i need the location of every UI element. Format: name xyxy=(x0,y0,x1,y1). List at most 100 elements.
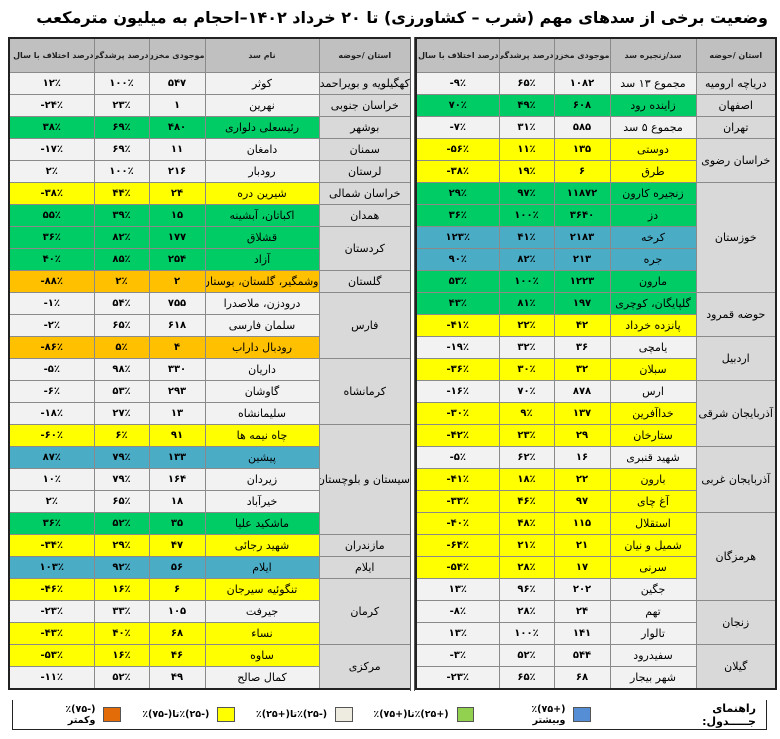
dam-name-cell: طرق xyxy=(609,160,697,183)
fill-percent-cell: ۴۹٪ xyxy=(498,94,555,117)
dam-name-cell: رئیسعلی دلواری xyxy=(204,116,320,139)
fill-percent-cell: ۴۱٪ xyxy=(498,226,555,249)
province-cell: خراسان شمالی xyxy=(318,182,412,205)
table-row: بارون ۲۲ ۱۸٪ -۴۱٪ xyxy=(415,468,776,491)
change-percent-cell: -۹٪ xyxy=(415,72,500,95)
header-change: درصد اختلاف با سال قبل xyxy=(415,37,500,73)
fill-percent-cell: ۵۲٪ xyxy=(498,644,555,667)
storage-cell: ۲۱۳ xyxy=(553,248,611,271)
storage-cell: ۱۰۸۲ xyxy=(553,72,611,95)
storage-cell: ۵۴۷ xyxy=(148,72,206,95)
storage-cell: ۵۶ xyxy=(148,556,206,579)
change-percent-cell: -۲۴٪ xyxy=(8,94,95,117)
dam-name-cell: رودبال داراب xyxy=(204,336,320,359)
province-cell: تهران xyxy=(695,116,777,139)
fill-percent-cell: ۳۱٪ xyxy=(498,116,555,139)
dam-name-cell: رودبار xyxy=(204,160,320,183)
legend-item-gray: (-۲۵)٪تا(+۲۵)٪ xyxy=(256,707,353,722)
change-percent-cell: -۷٪ xyxy=(415,116,500,139)
storage-cell: ۲۱۶ xyxy=(148,160,206,183)
storage-cell: ۲۹ xyxy=(553,424,611,447)
dam-name-cell: آغ چای xyxy=(609,490,697,513)
dam-name-cell: تهم xyxy=(609,600,697,623)
fill-percent-cell: ۱۱٪ xyxy=(498,138,555,161)
change-percent-cell: -۸٪ xyxy=(415,600,500,623)
header-storage: موجودی مخزن xyxy=(553,37,611,73)
dam-name-cell: سرنی xyxy=(609,556,697,579)
change-percent-cell: ۸۷٪ xyxy=(8,446,95,469)
fill-percent-cell: ۶۹٪ xyxy=(93,138,150,161)
fill-percent-cell: ۸۲٪ xyxy=(93,226,150,249)
fill-percent-cell: ۲۷٪ xyxy=(93,402,150,425)
table-row: تالوار ۱۴۱ ۱۰۰٪ ۱۳٪ xyxy=(415,622,776,645)
fill-percent-cell: ۱۸٪ xyxy=(498,468,555,491)
change-percent-cell: -۱۱٪ xyxy=(8,666,95,690)
legend-label: (+۷۵)٪ وبیشتر xyxy=(531,703,566,726)
change-percent-cell: -۵٪ xyxy=(8,358,95,381)
fill-percent-cell: ۹٪ xyxy=(498,402,555,425)
table-row: ستارخان ۲۹ ۲۳٪ -۴۲٪ xyxy=(415,424,776,447)
dam-name-cell: ایلام xyxy=(204,556,320,579)
dam-name-cell: استقلال xyxy=(609,512,697,535)
change-percent-cell: -۸۸٪ xyxy=(8,270,95,293)
dam-name-cell: جره xyxy=(609,248,697,271)
table-row: سیستان و بلوچستان چاه نیمه ها ۹۱ ۶٪ -۶۰٪ xyxy=(8,424,412,535)
fill-percent-cell: ۸۱٪ xyxy=(498,292,555,315)
storage-cell: ۲۰۲ xyxy=(553,578,611,601)
province-cell: کهگیلویه و بویراحمد xyxy=(318,72,412,95)
change-percent-cell: ۱۰۳٪ xyxy=(8,556,95,579)
change-percent-cell: -۳۰٪ xyxy=(415,402,500,425)
change-percent-cell: ۳۶٪ xyxy=(8,512,95,535)
change-percent-cell: ۴۳٪ xyxy=(415,292,500,315)
fill-percent-cell: ۴۴٪ xyxy=(93,182,150,205)
table-row: جگین ۲۰۲ ۹۶٪ ۱۳٪ xyxy=(415,578,776,601)
dam-name-cell: اکباتان، آبشینه xyxy=(204,204,320,227)
fill-percent-cell: ۹۶٪ xyxy=(498,578,555,601)
table-row: آذربایجان غربی شهید قنبری ۱۶ ۶۲٪ -۵٪ xyxy=(415,446,777,513)
table-row: فارس درودزن، ملاصدرا ۷۵۵ ۵۴٪ -۱٪ xyxy=(8,292,412,359)
header-fill: درصد پرشدگی xyxy=(498,37,555,73)
change-percent-cell: -۱۶٪ xyxy=(415,380,500,403)
fill-percent-cell: ۴۶٪ xyxy=(498,490,555,513)
legend-label: (-۷۵)٪ وکمتر xyxy=(65,703,96,726)
storage-cell: ۱۶۴ xyxy=(148,468,206,491)
province-cell: فارس xyxy=(318,292,412,359)
dam-name-cell: خیرآباد xyxy=(204,490,320,513)
fill-percent-cell: ۶۵٪ xyxy=(498,72,555,95)
fill-percent-cell: ۲۳٪ xyxy=(93,94,150,117)
storage-cell: ۱۱۸۷۲ xyxy=(553,182,611,205)
right-dam-table: استان /حوضه سد/زنجیره سد موجودی مخزن درص… xyxy=(415,37,777,690)
storage-cell: ۲۴ xyxy=(148,182,206,205)
province-cell: بوشهر xyxy=(318,116,412,139)
storage-cell: ۶۸ xyxy=(553,666,611,690)
table-row: جیرفت ۱۰۵ ۳۳٪ -۲۳٪ xyxy=(8,600,411,623)
table-row: حوضه قمرود گلپایگان، کوچری ۱۹۷ ۸۱٪ ۴۳٪ xyxy=(415,292,777,337)
storage-cell: ۶۱۸ xyxy=(148,314,206,337)
fill-percent-cell: ۲۸٪ xyxy=(498,600,555,623)
fill-percent-cell: ۵۲٪ xyxy=(93,512,150,535)
table-row: مازندران شهید رجائی ۴۷ ۲۹٪ -۳۴٪ xyxy=(8,534,412,557)
header-dam: نام سد xyxy=(204,37,320,73)
table-row: لرستان رودبار ۲۱۶ ۱۰۰٪ ۲٪ xyxy=(8,160,412,183)
change-percent-cell: -۴۲٪ xyxy=(415,424,500,447)
fill-percent-cell: ۹۷٪ xyxy=(498,182,555,205)
change-percent-cell: -۳۸٪ xyxy=(8,182,95,205)
storage-cell: ۶۰۸ xyxy=(553,94,611,117)
change-percent-cell: -۲٪ xyxy=(8,314,95,337)
storage-cell: ۱۳۵ xyxy=(553,138,611,161)
change-percent-cell: ۲۹٪ xyxy=(415,182,500,205)
legend-item-blue: (+۷۵)٪ وبیشتر xyxy=(500,703,592,726)
storage-cell: ۱۸ xyxy=(148,490,206,513)
legend-swatch xyxy=(335,707,353,722)
dam-name-cell: تنگوئیه سیرجان xyxy=(204,578,320,601)
storage-cell: ۱۱۵ xyxy=(553,512,611,535)
change-percent-cell: ۳۶٪ xyxy=(8,226,95,249)
change-percent-cell: -۳۸٪ xyxy=(415,160,500,183)
province-cell: لرستان xyxy=(318,160,412,183)
dam-name-cell: نساء xyxy=(204,622,320,645)
table-row: نساء ۶۸ ۴۰٪ -۴۳٪ xyxy=(8,622,411,645)
dam-name-cell: شهید قنبری xyxy=(609,446,697,469)
storage-cell: ۱۷۷ xyxy=(148,226,206,249)
dam-name-cell: نهرین xyxy=(204,94,320,117)
fill-percent-cell: ۶۲٪ xyxy=(498,446,555,469)
